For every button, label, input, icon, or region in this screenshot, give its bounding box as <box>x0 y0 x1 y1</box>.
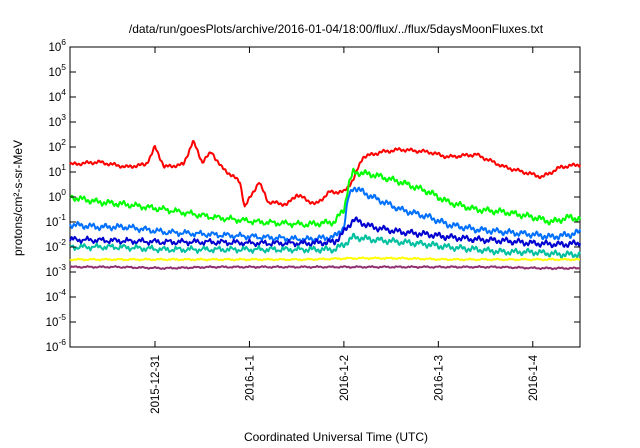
series-line <box>69 232 581 259</box>
y-tick-label: 101 <box>48 162 66 179</box>
series-line <box>69 216 581 249</box>
chart-title: /data/run/goesPlots/archive/2016-01-04/1… <box>129 22 544 36</box>
series-line <box>69 256 580 262</box>
x-tick-label: 2015-12-31 <box>150 355 162 414</box>
y-axis: 10-6 10-5 10-4 10-3 10-2 10-1 100 101 102 103 104 1… <box>46 37 580 354</box>
y-tick-label: 10-3 <box>46 262 67 279</box>
y-tick-label: 10-6 <box>46 337 67 354</box>
x-tick-label: 2016-1-4 <box>528 354 540 401</box>
series-line <box>69 265 581 271</box>
x-tick-label: 2016-1-3 <box>433 355 445 401</box>
y-axis-label: protons/cm²-s-sr-MeV <box>11 140 25 256</box>
x-tick-label: 2016-1-2 <box>339 355 351 401</box>
x-axis-label: Coordinated Universal Time (UTC) <box>244 430 428 444</box>
y-tick-label: 10-2 <box>46 237 67 254</box>
series-line <box>69 186 581 244</box>
y-tick-label: 105 <box>48 62 66 79</box>
series-line <box>69 140 581 208</box>
y-tick-label: 106 <box>48 37 66 54</box>
y-tick-label: 103 <box>48 112 66 129</box>
y-tick-label: 100 <box>48 187 66 204</box>
series-layer <box>69 140 581 271</box>
y-tick-label: 102 <box>48 137 66 154</box>
y-tick-label: 10-1 <box>46 212 67 229</box>
x-tick-label: 2016-1-1 <box>244 355 256 401</box>
y-tick-label: 10-5 <box>46 312 67 329</box>
y-tick-label: 104 <box>48 87 66 104</box>
x-axis: 2015-12-31 2016-1-1 2016-1-2 2016-1-3 2016-1… <box>150 47 540 414</box>
y-tick-label: 10-4 <box>46 287 67 304</box>
series-line <box>69 167 581 229</box>
